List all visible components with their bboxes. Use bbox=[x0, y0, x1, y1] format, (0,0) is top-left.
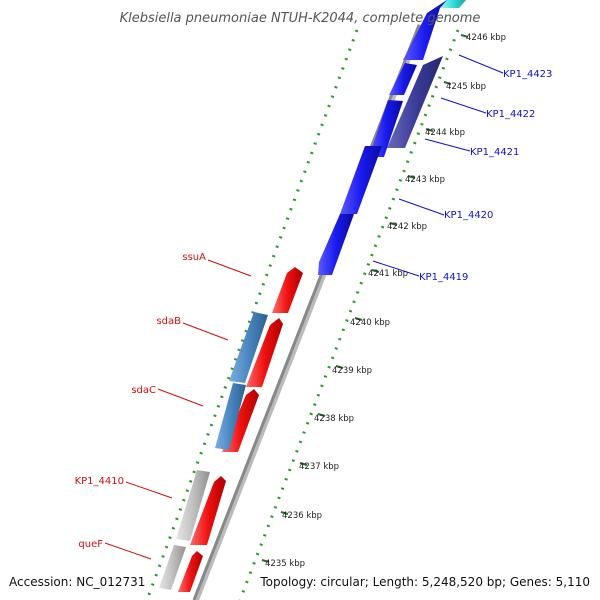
accession-text: Accession: NC_012731 bbox=[9, 575, 145, 589]
kbp-label: 4241 kbp bbox=[368, 269, 408, 279]
gene-label[interactable]: KP1_4422 bbox=[486, 109, 535, 120]
kbp-tick-marks bbox=[261, 34, 469, 563]
cds-arrow[interactable] bbox=[190, 476, 226, 545]
gene-label[interactable]: sdaC bbox=[131, 385, 156, 396]
kbp-label: 4239 kbp bbox=[332, 366, 372, 376]
cds-arrow[interactable] bbox=[159, 545, 186, 590]
cds-arrow[interactable] bbox=[403, 0, 447, 60]
kbp-label: 4240 kbp bbox=[350, 318, 390, 328]
gene-label[interactable]: sdaB bbox=[156, 316, 181, 327]
inner-dotted-line bbox=[238, 29, 460, 600]
kbp-label: 4243 kbp bbox=[405, 175, 445, 185]
cds-arrow[interactable] bbox=[440, 0, 466, 8]
gene-label[interactable]: KP1_4421 bbox=[470, 147, 519, 158]
cds-arrow[interactable] bbox=[178, 551, 203, 592]
kbp-label: 4236 kbp bbox=[282, 511, 322, 521]
cds-arrow[interactable] bbox=[387, 56, 443, 148]
kbp-label: 4246 kbp bbox=[466, 33, 506, 43]
forward-cds-features bbox=[318, 0, 466, 275]
gene-label[interactable]: KP1_4410 bbox=[75, 476, 124, 487]
gene-label[interactable]: queF bbox=[78, 539, 103, 550]
cds-arrow[interactable] bbox=[176, 470, 210, 541]
gene-label[interactable]: KP1_4423 bbox=[503, 69, 552, 80]
genome-info-text: Topology: circular; Length: 5,248,520 bp… bbox=[259, 575, 590, 589]
kbp-labels: 4235 kbp 4236 kbp 4237 kbp 4238 kbp 4239… bbox=[265, 33, 506, 569]
forward-gene-labels: KP1_4423 KP1_4422 KP1_4421 KP1_4420 KP1_… bbox=[372, 54, 552, 283]
kbp-label: 4242 kbp bbox=[387, 222, 427, 232]
gene-label[interactable]: KP1_4419 bbox=[419, 272, 468, 283]
cds-arrow[interactable] bbox=[369, 100, 403, 157]
outer-dotted-line bbox=[145, 29, 359, 600]
gene-label[interactable]: KP1_4420 bbox=[444, 210, 493, 221]
map-title: Klebsiella pneumoniae NTUH-K2044, comple… bbox=[120, 11, 481, 26]
cds-arrow[interactable] bbox=[318, 214, 354, 275]
gene-label[interactable]: ssuA bbox=[182, 252, 206, 263]
cds-arrow[interactable] bbox=[272, 267, 303, 313]
cds-arrow[interactable] bbox=[229, 312, 268, 383]
kbp-label: 4244 kbp bbox=[425, 128, 465, 138]
kbp-label: 4237 kbp bbox=[299, 462, 339, 472]
cds-arrow[interactable] bbox=[246, 318, 283, 387]
reverse-gene-labels: ssuA sdaB sdaC KP1_4410 queF bbox=[75, 252, 252, 560]
reverse-cds-features bbox=[159, 267, 303, 592]
kbp-label: 4238 kbp bbox=[314, 414, 354, 424]
kbp-label: 4235 kbp bbox=[265, 559, 305, 569]
cds-arrow[interactable] bbox=[340, 146, 382, 214]
cds-arrow[interactable] bbox=[389, 63, 417, 95]
cds-arrow[interactable] bbox=[215, 383, 246, 450]
kbp-label: 4245 kbp bbox=[446, 82, 486, 92]
